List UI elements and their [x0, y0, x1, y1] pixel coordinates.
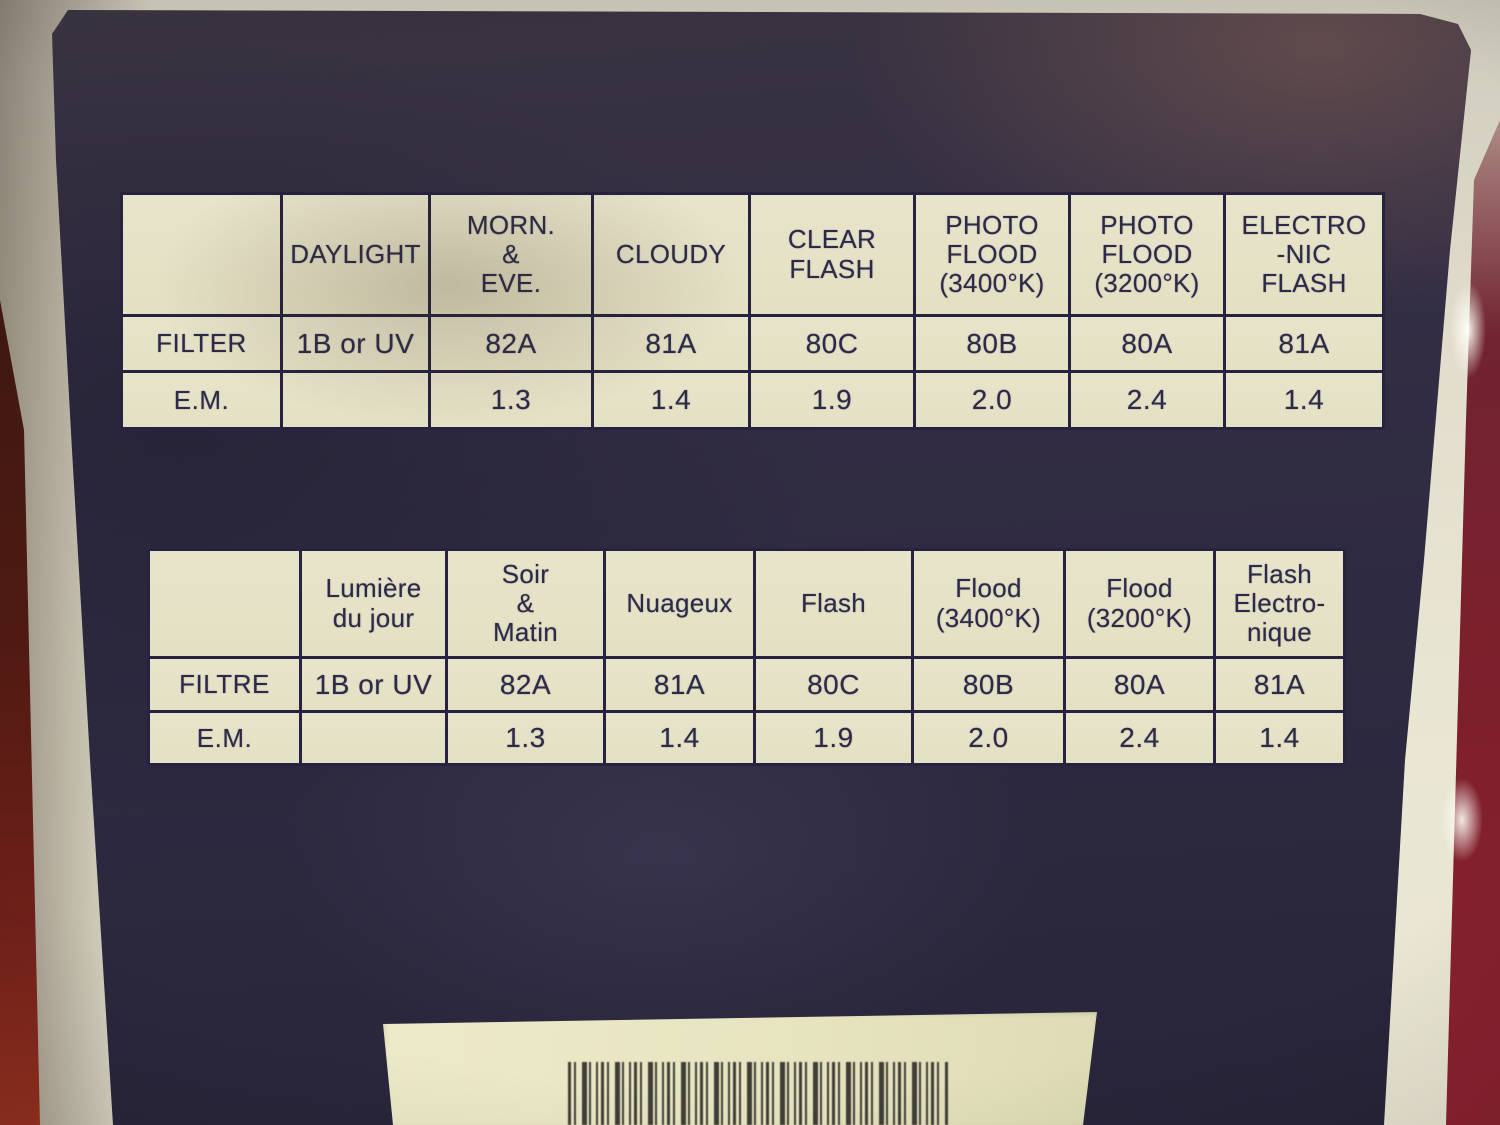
em-value: 1.3	[445, 710, 606, 766]
filter-table-english: DAYLIGHT MORN. & EVE. CLOUDY CLEAR FLASH…	[120, 192, 1385, 430]
filtre-value: 80C	[753, 656, 914, 713]
filter-value: 80C	[748, 314, 916, 373]
header-cell-flash-electronique: Flash Electro- nique	[1213, 548, 1346, 659]
filter-value: 1B or UV	[280, 314, 431, 373]
row-label-filter: FILTER	[120, 314, 283, 373]
barcode	[568, 1062, 948, 1125]
em-value: 2.0	[913, 370, 1071, 430]
header-cell-nuageux: Nuageux	[603, 548, 756, 659]
filtre-row: FILTRE 1B or UV 82A 81A 80C 80B 80A 81A	[147, 656, 1346, 713]
em-value: 1.9	[753, 710, 914, 766]
header-cell-photoflood-3200k: PHOTO FLOOD (3200°K)	[1068, 192, 1226, 317]
em-value: 2.4	[1068, 370, 1226, 430]
filter-value: 81A	[591, 314, 751, 373]
header-cell-cloudy: CLOUDY	[591, 192, 751, 317]
filter-value: 80B	[913, 314, 1071, 373]
header-cell-soir-matin: Soir & Matin	[445, 548, 606, 659]
filter-value: 82A	[428, 314, 594, 373]
em-value: 1.3	[428, 370, 594, 430]
filter-row: FILTER 1B or UV 82A 81A 80C 80B 80A 81A	[120, 314, 1385, 373]
em-value	[299, 710, 448, 766]
filter-table-french: Lumière du jour Soir & Matin Nuageux Fla…	[147, 548, 1346, 766]
header-cell-flash: Flash	[753, 548, 914, 659]
filter-value: 81A	[1223, 314, 1385, 373]
em-value: 1.9	[748, 370, 916, 430]
row-label-em: E.M.	[147, 710, 302, 766]
header-cell-blank	[120, 192, 283, 317]
header-cell-morn-eve: MORN. & EVE.	[428, 192, 594, 317]
row-label-filtre: FILTRE	[147, 656, 302, 713]
header-cell-blank	[147, 548, 302, 659]
filtre-value: 82A	[445, 656, 606, 713]
filtre-value: 80A	[1063, 656, 1216, 713]
table-header-row: DAYLIGHT MORN. & EVE. CLOUDY CLEAR FLASH…	[120, 192, 1385, 317]
header-cell-lumiere-du-jour: Lumière du jour	[299, 548, 448, 659]
header-cell-photoflood-3400k: PHOTO FLOOD (3400°K)	[913, 192, 1071, 317]
filtre-value: 81A	[1213, 656, 1346, 713]
em-value: 1.4	[603, 710, 756, 766]
filter-value: 80A	[1068, 314, 1226, 373]
header-cell-flood-3200k: Flood (3200°K)	[1063, 548, 1216, 659]
em-value: 1.4	[1223, 370, 1385, 430]
em-row: E.M. 1.3 1.4 1.9 2.0 2.4 1.4	[120, 370, 1385, 430]
header-cell-flood-3400k: Flood (3400°K)	[911, 548, 1066, 659]
row-label-em: E.M.	[120, 370, 283, 430]
filtre-value: 1B or UV	[299, 656, 448, 713]
em-value: 2.4	[1063, 710, 1216, 766]
table-header-row: Lumière du jour Soir & Matin Nuageux Fla…	[147, 548, 1346, 659]
em-value: 2.0	[911, 710, 1066, 766]
filtre-value: 80B	[911, 656, 1066, 713]
em-value	[280, 370, 431, 430]
header-cell-clear-flash: CLEAR FLASH	[748, 192, 916, 317]
em-row: E.M. 1.3 1.4 1.9 2.0 2.4 1.4	[147, 710, 1346, 766]
barcode-label	[383, 1012, 1097, 1125]
em-value: 1.4	[591, 370, 751, 430]
filtre-value: 81A	[603, 656, 756, 713]
em-value: 1.4	[1213, 710, 1346, 766]
header-cell-daylight: DAYLIGHT	[280, 192, 431, 317]
header-cell-electronic-flash: ELECTRO -NIC FLASH	[1223, 192, 1385, 317]
